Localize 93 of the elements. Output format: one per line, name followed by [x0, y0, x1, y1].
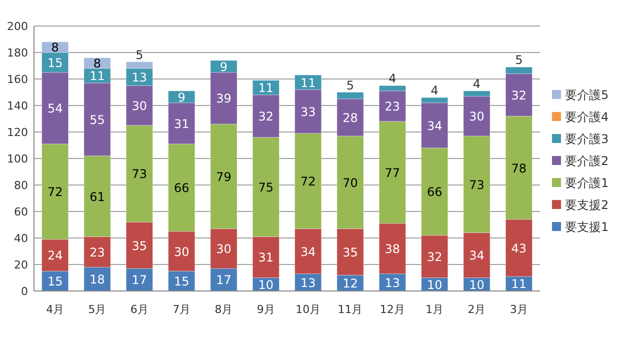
- data-label: 15: [174, 274, 190, 289]
- data-label: 17: [216, 273, 232, 288]
- data-label: 9: [220, 60, 228, 74]
- y-tick-label: 0: [21, 285, 28, 298]
- data-label: 11: [300, 76, 316, 90]
- legend-label: 要介護5: [565, 88, 609, 102]
- data-label: 24: [47, 248, 63, 263]
- data-label: 11: [258, 81, 274, 96]
- data-label: 73: [132, 167, 148, 182]
- x-tick-label: 2月: [468, 303, 486, 316]
- data-label: 10: [426, 278, 442, 292]
- data-label: 31: [258, 250, 274, 265]
- y-tick-label: 160: [7, 73, 28, 86]
- x-tick-label: 1月: [426, 303, 444, 316]
- data-label: 38: [384, 242, 400, 256]
- y-tick-label: 20: [14, 258, 28, 272]
- data-label: 75: [258, 180, 274, 194]
- y-tick-label: 40: [14, 232, 28, 245]
- x-tick-label: 4月: [46, 303, 64, 316]
- x-tick-label: 12月: [380, 303, 405, 316]
- data-label: 10: [469, 278, 484, 292]
- x-tick-label: 9月: [256, 303, 275, 316]
- data-label: 31: [174, 116, 190, 131]
- data-label: 79: [216, 170, 232, 184]
- x-tick-label: 10月: [296, 303, 321, 316]
- legend-label: 要介護4: [565, 110, 609, 124]
- data-label: 12: [342, 276, 358, 291]
- data-label: 13: [384, 276, 400, 290]
- data-label: 66: [426, 185, 442, 200]
- data-label: 34: [300, 244, 316, 259]
- data-label: 28: [342, 110, 358, 125]
- data-label: 72: [300, 174, 316, 189]
- y-tick-label: 60: [14, 206, 28, 218]
- data-label: 11: [511, 277, 527, 292]
- data-label: 72: [47, 185, 63, 200]
- data-label: 30: [216, 242, 232, 256]
- legend-label: 要介護2: [565, 154, 609, 168]
- data-label: 8: [51, 40, 59, 55]
- data-label: 43: [511, 241, 527, 256]
- data-label: 70: [342, 176, 358, 190]
- data-label: 30: [174, 244, 190, 259]
- x-tick-label: 5月: [88, 303, 106, 316]
- data-label: 35: [342, 245, 358, 260]
- data-label: 15: [47, 56, 63, 70]
- data-label: 34: [469, 248, 484, 263]
- legend-label: 要介護1: [565, 176, 609, 190]
- legend-label: 要支援1: [565, 220, 609, 234]
- y-tick-label: 80: [14, 179, 28, 192]
- data-label: 32: [258, 110, 274, 124]
- data-label: 61: [90, 190, 105, 204]
- data-label: 23: [384, 100, 400, 114]
- data-label: 66: [174, 181, 190, 196]
- data-label: 13: [300, 276, 316, 290]
- x-tick-label: 8月: [214, 303, 233, 316]
- data-label: 4: [430, 84, 438, 98]
- legend-label: 要支援2: [565, 198, 609, 212]
- data-label: 32: [426, 250, 442, 264]
- data-label: 32: [511, 88, 527, 102]
- y-tick-label: 180: [7, 46, 28, 60]
- data-label: 8: [93, 56, 102, 71]
- data-label: 73: [469, 178, 484, 192]
- y-tick-label: 200: [7, 20, 28, 33]
- data-label: 4: [388, 72, 396, 86]
- data-label: 23: [90, 245, 105, 260]
- data-label: 33: [300, 104, 316, 119]
- data-label: 4: [472, 76, 481, 91]
- data-label: 5: [346, 78, 354, 92]
- data-label: 5: [136, 48, 144, 62]
- data-label: 18: [90, 272, 105, 287]
- data-label: 13: [132, 70, 148, 85]
- data-label: 17: [132, 273, 148, 288]
- data-label: 11: [90, 69, 105, 84]
- x-tick-label: 6月: [130, 303, 148, 316]
- data-label: 15: [47, 274, 63, 289]
- y-tick-label: 120: [7, 126, 28, 139]
- x-tick-label: 11月: [338, 303, 363, 316]
- legend-label: 要介護3: [565, 132, 609, 146]
- data-label: 30: [469, 110, 484, 124]
- y-tick-label: 100: [7, 152, 28, 166]
- data-label: 39: [216, 92, 232, 106]
- data-label: 9: [178, 90, 186, 104]
- data-label: 54: [47, 102, 63, 116]
- data-label: 30: [132, 99, 148, 113]
- y-tick-label: 140: [7, 100, 28, 112]
- data-label: 35: [132, 238, 148, 253]
- data-label: 55: [90, 112, 105, 127]
- data-label: 77: [384, 166, 400, 180]
- x-tick-label: 7月: [172, 303, 191, 316]
- data-label: 10: [258, 278, 274, 292]
- data-label: 78: [511, 161, 527, 176]
- data-label: 34: [426, 118, 442, 133]
- x-tick-label: 3月: [510, 303, 528, 316]
- data-label: 5: [515, 53, 523, 68]
